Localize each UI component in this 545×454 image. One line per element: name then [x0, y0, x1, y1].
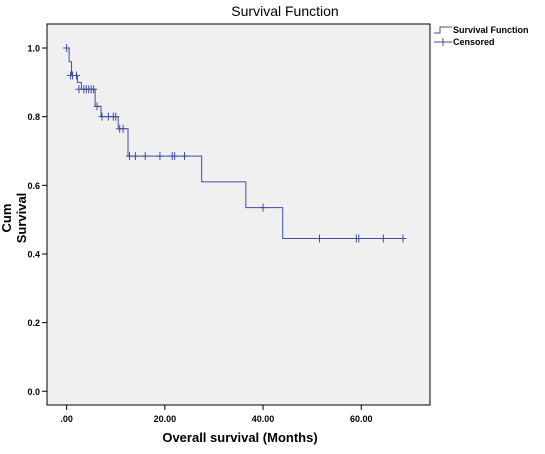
- censored-mark: [316, 234, 324, 243]
- censored-mark: [112, 112, 120, 121]
- survival-function-swatch: [434, 26, 452, 34]
- censored-mark: [93, 102, 101, 111]
- chart-title: Survival Function: [231, 3, 339, 19]
- censored-mark: [131, 152, 139, 161]
- censored-mark: [98, 112, 106, 121]
- y-tick-label: 0.0: [27, 387, 40, 397]
- x-tick-label: 20.00: [154, 414, 177, 424]
- plot-area: [46, 23, 431, 406]
- y-tick-label: 0.4: [27, 249, 40, 259]
- censored-mark: [63, 44, 71, 53]
- x-tick-label: 40.00: [252, 414, 275, 424]
- y-tick-label: 0.2: [27, 318, 40, 328]
- censored-swatch: [434, 38, 452, 46]
- y-axis-label: Cum Survival: [0, 192, 29, 244]
- censored-mark: [180, 152, 188, 161]
- censored-mark: [90, 85, 98, 94]
- censored-mark: [141, 152, 149, 161]
- censored-mark: [156, 152, 164, 161]
- x-axis-label: Overall survival (Months): [162, 430, 318, 445]
- censored-mark: [399, 234, 407, 243]
- y-tick-label: 1.0: [27, 44, 40, 54]
- censored-mark: [72, 71, 80, 80]
- censored-mark: [259, 203, 267, 212]
- x-tick-label: 60.00: [350, 414, 373, 424]
- legend-label-survival-function: Survival Function: [453, 25, 529, 35]
- y-tick-label: 0.6: [27, 181, 40, 191]
- censored-mark: [125, 152, 133, 161]
- censored-mark: [355, 234, 363, 243]
- censored-mark: [171, 152, 179, 161]
- legend: Survival Function Censored: [434, 24, 545, 48]
- x-tick-label: .00: [60, 414, 73, 424]
- censored-mark: [119, 124, 127, 133]
- y-tick-label: 0.8: [27, 112, 40, 122]
- survival-function-line: [66, 47, 403, 240]
- censored-mark: [379, 234, 387, 243]
- legend-label-censored: Censored: [453, 37, 495, 47]
- legend-item-censored: Censored: [434, 36, 545, 48]
- legend-item-survival-function: Survival Function: [434, 24, 545, 36]
